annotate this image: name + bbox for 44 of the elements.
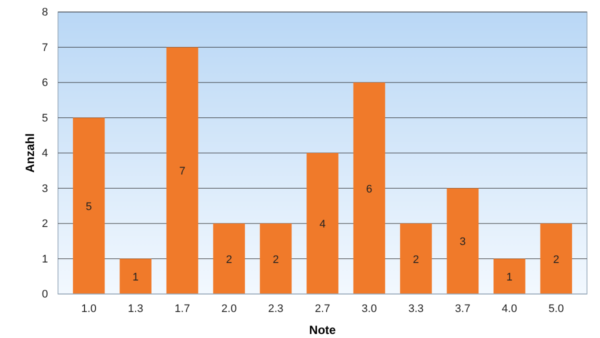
bar bbox=[494, 258, 526, 294]
bar bbox=[213, 224, 245, 294]
data-label: 3 bbox=[460, 236, 466, 248]
x-tick-label: 1.7 bbox=[174, 302, 190, 315]
x-tick-label: 5.0 bbox=[548, 302, 564, 315]
data-label: 2 bbox=[272, 254, 279, 266]
bar bbox=[400, 224, 432, 294]
y-tick-label: 4 bbox=[42, 148, 48, 160]
bar bbox=[166, 47, 198, 294]
data-label: 1 bbox=[506, 271, 512, 284]
data-label: 2 bbox=[226, 254, 232, 266]
x-tick-label: 3.3 bbox=[408, 302, 424, 315]
x-tick-label: 4.0 bbox=[502, 302, 518, 315]
y-axis-title: Anzahl bbox=[23, 133, 37, 173]
y-tick-label: 1 bbox=[42, 253, 48, 266]
bar bbox=[260, 224, 292, 294]
x-tick-label: 1.3 bbox=[128, 302, 144, 315]
data-label: 5 bbox=[86, 200, 92, 213]
data-label: 2 bbox=[553, 254, 560, 266]
bar bbox=[353, 82, 386, 294]
x-tick-label: 3.0 bbox=[362, 302, 377, 315]
bar bbox=[540, 224, 572, 294]
bar bbox=[120, 258, 152, 294]
data-label: 2 bbox=[412, 254, 420, 266]
data-label: 4 bbox=[319, 218, 326, 230]
x-tick-label: 2.7 bbox=[314, 302, 330, 315]
bar bbox=[306, 153, 338, 294]
x-tick-label: 2.3 bbox=[268, 302, 284, 315]
y-tick-label: 8 bbox=[42, 6, 48, 19]
y-tick-label: 7 bbox=[42, 42, 48, 54]
x-tick-label: 2.0 bbox=[221, 302, 237, 315]
x-axis-title: Note bbox=[309, 323, 336, 337]
y-tick-label: 2 bbox=[42, 218, 48, 230]
data-label: 1 bbox=[132, 271, 139, 284]
x-tick-label: 1.0 bbox=[81, 302, 96, 315]
y-tick-label: 0 bbox=[42, 288, 48, 301]
bar bbox=[72, 118, 105, 294]
y-tick-label: 5 bbox=[42, 112, 48, 124]
x-tick-label: 3.7 bbox=[455, 302, 470, 315]
data-label: 6 bbox=[366, 183, 372, 196]
y-tick-label: 3 bbox=[42, 182, 48, 195]
y-tick-label: 6 bbox=[42, 77, 48, 90]
data-label: 7 bbox=[179, 166, 186, 178]
bar bbox=[446, 188, 479, 294]
